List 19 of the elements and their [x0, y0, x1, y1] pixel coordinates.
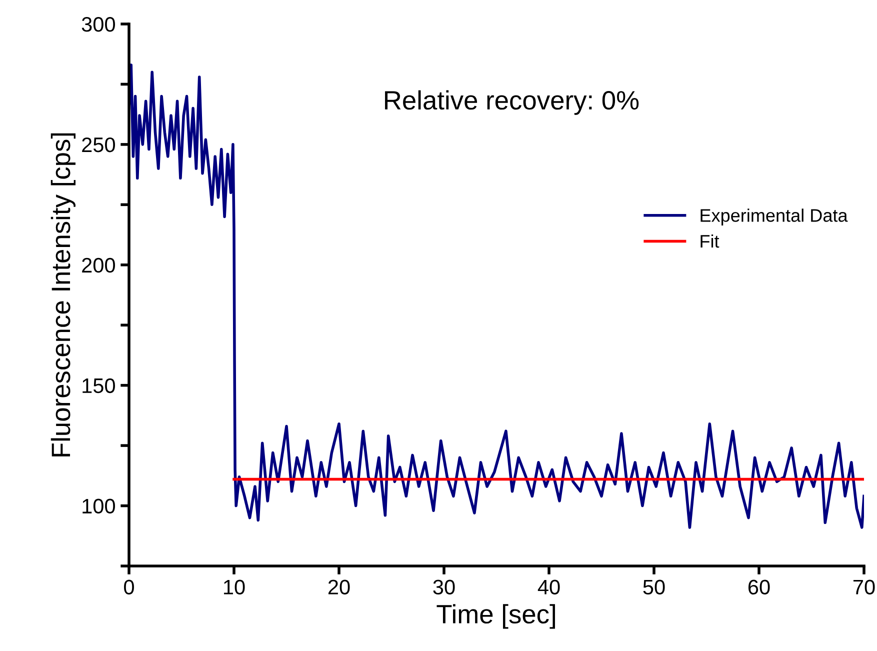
x-tick-label: 60 [748, 580, 770, 594]
y-tick-label: 250 [82, 137, 115, 152]
annotation: Relative recovery: 0% [385, 90, 639, 115]
x-tick-label: 50 [643, 580, 665, 594]
x-axis-title: Time [sec] [436, 604, 555, 629]
x-tick-label: 70 [853, 580, 875, 594]
y-axis-title: Fluorescence Intensity [cps] [50, 133, 76, 456]
x-tick-label: 30 [433, 580, 455, 594]
y-tick-label: 150 [82, 378, 115, 394]
x-tick-label: 40 [538, 580, 560, 594]
x-tick-label: 20 [328, 580, 350, 594]
x-tick-label: 0 [124, 580, 134, 594]
legend-label: Fit [700, 234, 720, 248]
x-tick-label: 10 [224, 580, 245, 594]
line-series [129, 64, 864, 529]
legend-label: Experimental Data [700, 208, 848, 226]
y-tick-label: 300 [82, 17, 115, 32]
y-tick-label: 200 [82, 258, 115, 273]
y-tick-label: 100 [82, 498, 115, 514]
